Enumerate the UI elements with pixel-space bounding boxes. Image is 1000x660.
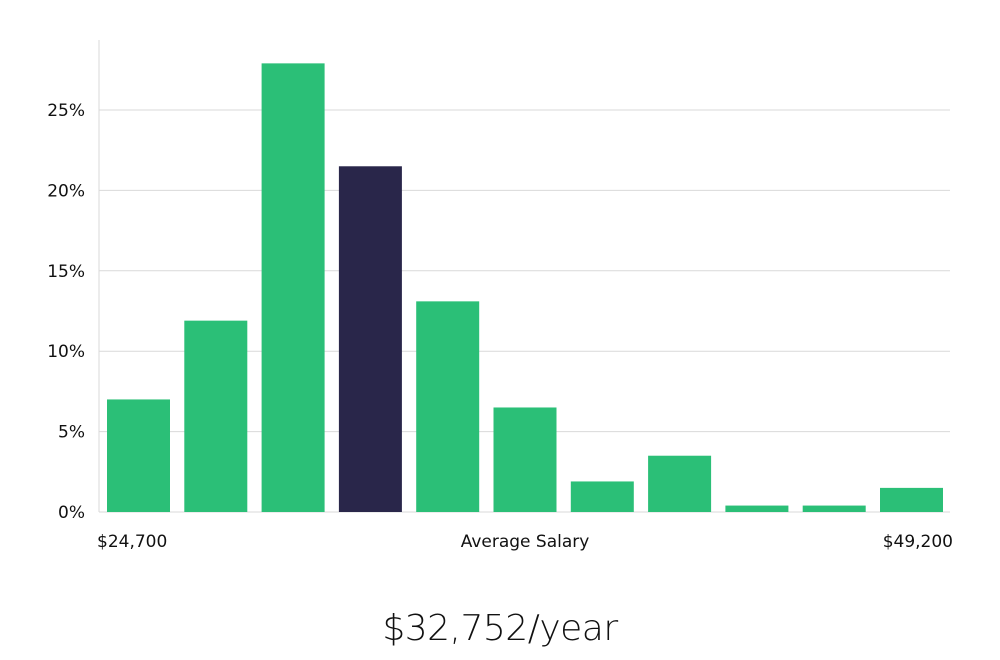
bar [416, 301, 480, 512]
y-tick-label: 10% [47, 342, 85, 362]
y-tick-label: 5% [58, 423, 85, 443]
bar [107, 399, 170, 512]
bar [493, 407, 557, 512]
salary-histogram: 0%5%10%15%20%25% $24,700 Average Salary … [47, 40, 953, 552]
bar [184, 320, 248, 512]
bar [570, 481, 634, 512]
y-tick-label: 0% [58, 503, 85, 523]
x-max-label: $49,200 [883, 532, 953, 552]
y-tick-label: 20% [47, 181, 85, 201]
average-salary: $32,752/year [382, 608, 618, 649]
y-tick-label: 25% [47, 101, 85, 121]
bar [725, 505, 789, 512]
bar [802, 505, 866, 512]
x-axis-label: Average Salary [461, 532, 590, 552]
bar [261, 63, 325, 512]
bar [648, 455, 712, 512]
bar [880, 487, 943, 512]
x-min-label: $24,700 [97, 532, 167, 552]
bar-highlighted [338, 166, 402, 512]
y-tick-label: 15% [47, 262, 85, 282]
